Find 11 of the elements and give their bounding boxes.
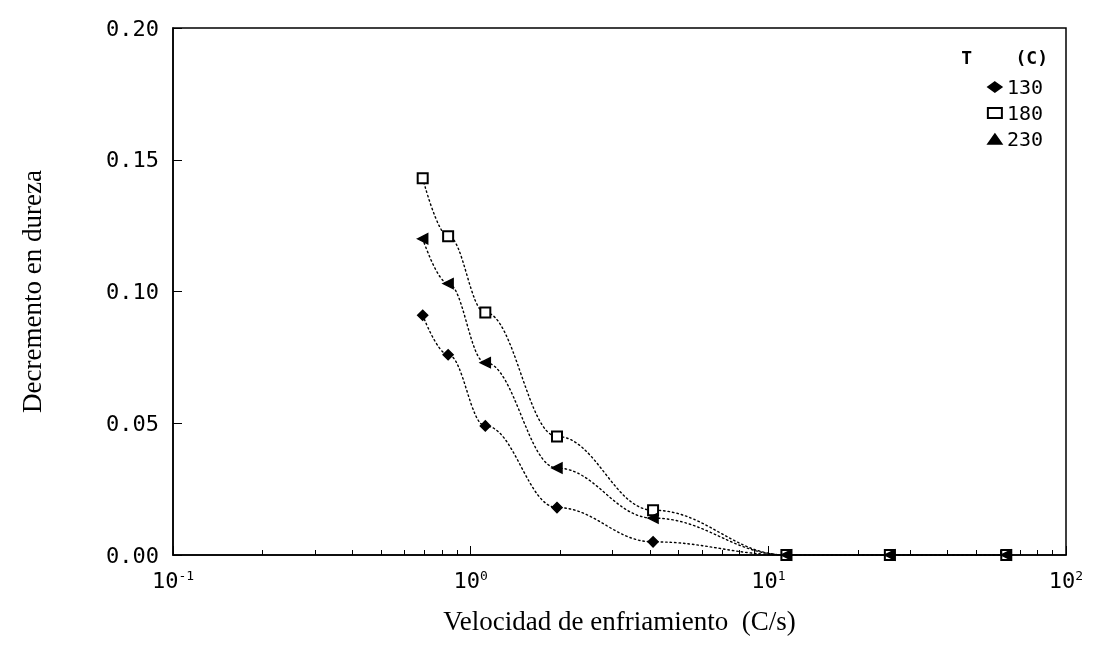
y-tick-label: 0.15 [106, 147, 159, 173]
y-tick-label: 0.20 [106, 15, 159, 41]
legend-label: 230 [1006, 127, 1043, 151]
y-tick-label: 0.05 [106, 410, 159, 436]
y-tick-label: 0.00 [106, 542, 159, 568]
x-axis-title: Velocidad de enfriamiento (C/s) [443, 605, 796, 636]
legend-title: T (C) [961, 46, 1049, 68]
legend-label: 180 [1006, 101, 1043, 125]
y-axis-title: Decremento en dureza [16, 170, 47, 413]
legend-label: 130 [1006, 75, 1043, 99]
y-tick-label: 0.10 [106, 279, 159, 304]
